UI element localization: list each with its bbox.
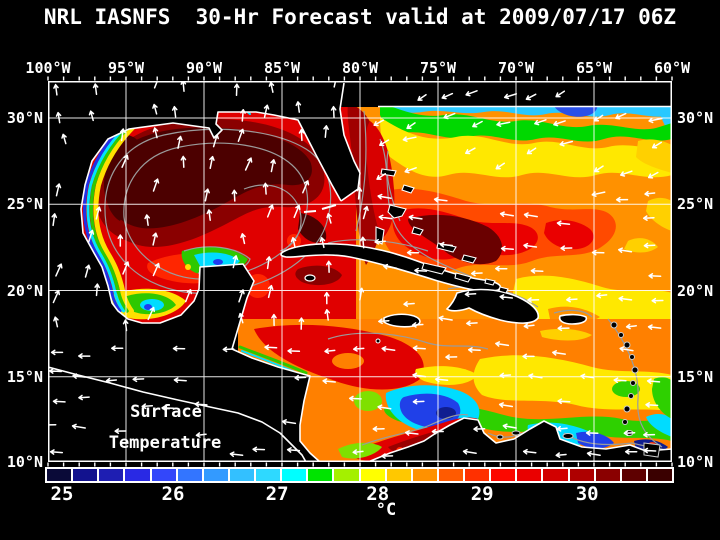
lon-label: 65°W	[575, 59, 613, 77]
lon-label: 85°W	[263, 59, 301, 77]
island-isla-juventud	[304, 274, 316, 282]
colorbar-cell	[621, 469, 646, 481]
islands	[280, 168, 661, 458]
colorbar-tick-label: 29	[470, 483, 494, 505]
lat-label-right: 30°N	[677, 109, 714, 127]
overlay-label-line1: Surface	[130, 402, 202, 422]
colorbar-cell	[151, 469, 176, 481]
colorbar	[45, 467, 674, 483]
lat-label-right: 25°N	[677, 195, 714, 214]
island-cayman	[375, 338, 381, 344]
lat-label-left: 30°N	[6, 109, 43, 127]
colorbar-tick-label: 30	[575, 483, 599, 505]
colorbar-cell	[517, 469, 542, 481]
colorbar-cell	[465, 469, 490, 481]
colorbar-tick-label: 26	[161, 483, 185, 505]
colorbar-cell	[47, 469, 72, 481]
colorbar-cell	[256, 469, 281, 481]
map-frame	[48, 81, 672, 462]
colorbar-tick-label: 28	[366, 483, 390, 505]
lat-label-left: 15°N	[6, 367, 43, 386]
colorbar-cell	[177, 469, 202, 481]
colorbar-tick-label: 25	[50, 483, 74, 505]
lat-label-right: 20°N	[677, 281, 714, 300]
colorbar-cell	[282, 469, 307, 481]
colorbar-cell	[99, 469, 124, 481]
axis-ticks	[47, 76, 673, 467]
lon-label: 75°W	[419, 59, 457, 77]
colorbar-cell	[308, 469, 333, 481]
lon-label: 95°W	[107, 59, 145, 77]
colorbar-cell	[125, 469, 150, 481]
colorbar-cell	[203, 469, 228, 481]
lon-label: 90°W	[185, 59, 223, 77]
lon-label: 70°W	[497, 59, 535, 77]
island-puerto-rico	[558, 313, 588, 325]
wind-vector-layer	[48, 81, 664, 459]
colorbar-cell	[386, 469, 411, 481]
overlay-label-line2: Temperature	[109, 433, 222, 453]
colorbar-unit-label: °C	[375, 500, 397, 520]
colorbar-cell	[412, 469, 437, 481]
colorbar-cell	[491, 469, 516, 481]
plot-title: NRL IASNFS 30-Hr Forecast valid at 2009/…	[43, 5, 677, 29]
lon-label: 100°W	[25, 59, 71, 77]
colorbar-cell	[360, 469, 385, 481]
ocean-sst-layer	[76, 97, 672, 462]
coastlines	[48, 82, 672, 462]
colorbar-cell	[73, 469, 98, 481]
colorbar-cell	[334, 469, 359, 481]
island-hispaniola	[445, 288, 540, 324]
lon-label: 60°W	[653, 59, 691, 77]
map-layers	[48, 81, 672, 462]
lat-label-left: 10°N	[6, 453, 43, 471]
lon-label: 80°W	[341, 59, 379, 77]
colorbar-cell	[569, 469, 594, 481]
colorbar-tick-label: 27	[265, 483, 289, 505]
lat-label-left: 25°N	[6, 195, 43, 214]
islands-lesser-antilles	[496, 321, 661, 458]
lat-label-right: 15°N	[677, 367, 714, 386]
lat-label-left: 20°N	[6, 281, 43, 300]
colorbar-cell	[595, 469, 620, 481]
colorbar-cell	[543, 469, 568, 481]
colorbar-cell	[647, 469, 672, 481]
lat-label-right: 10°N	[677, 453, 714, 471]
island-cuba	[280, 243, 502, 293]
colorbar-cell	[438, 469, 463, 481]
island-jamaica	[383, 313, 421, 328]
colorbar-cell	[229, 469, 254, 481]
